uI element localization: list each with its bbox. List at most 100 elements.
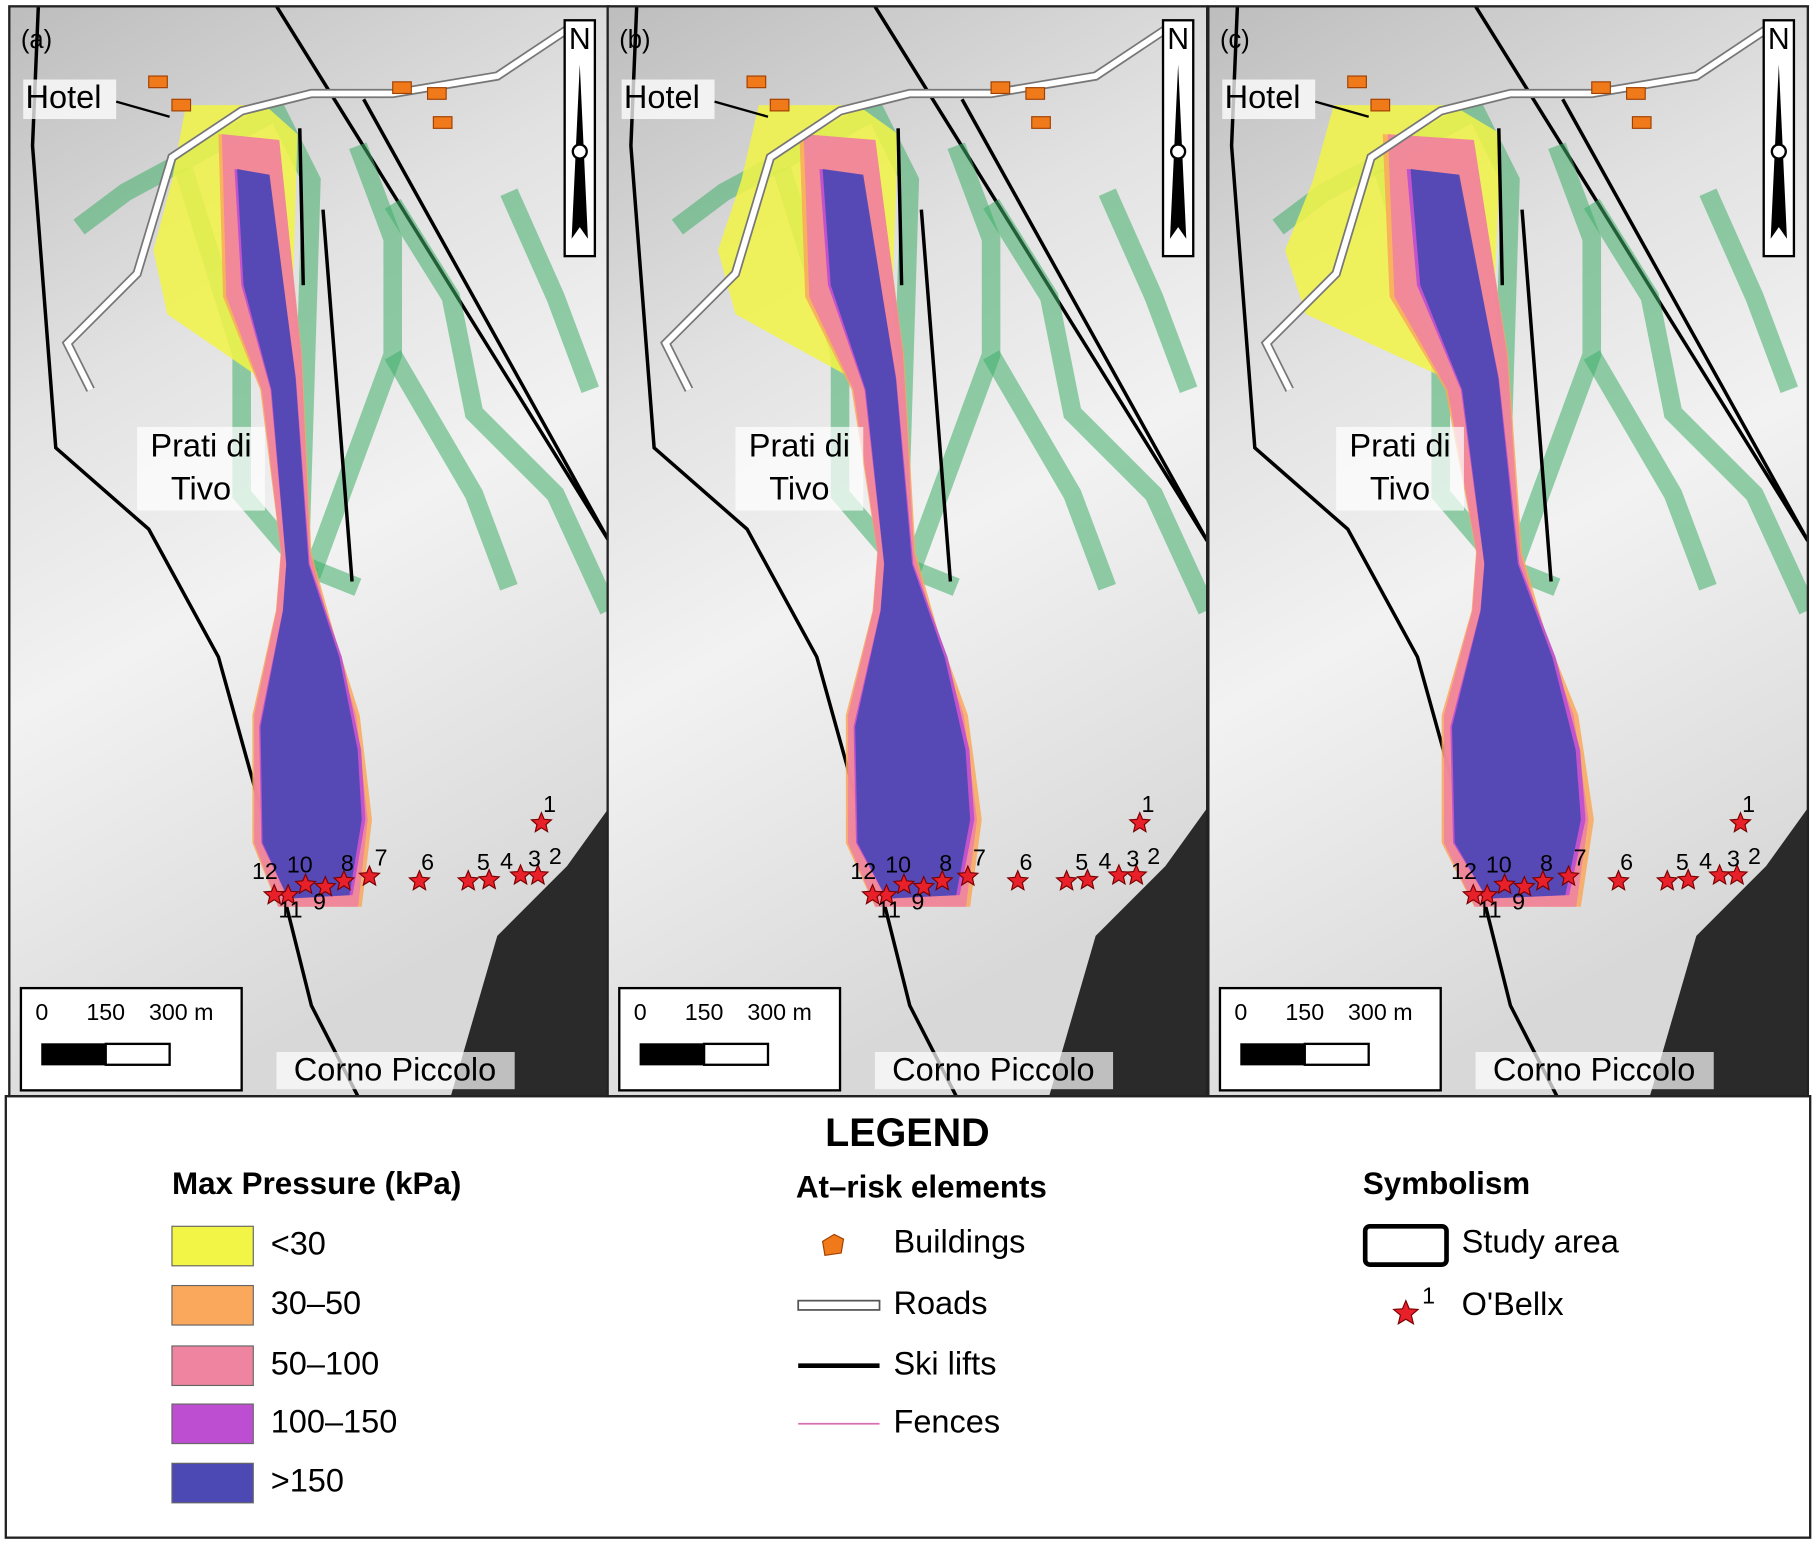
town-label: Prati di <box>1349 427 1450 463</box>
flow-zone <box>1410 168 1581 899</box>
flow-zone <box>237 168 362 899</box>
hotel-label: Hotel <box>26 79 102 115</box>
peak-text-bg <box>276 1052 515 1090</box>
ski-run <box>384 350 518 591</box>
obellx-id: 10 <box>1486 851 1512 877</box>
hotel-arrow <box>714 100 769 118</box>
pressure-swatch <box>171 1345 254 1387</box>
panel-label: (c) <box>1220 26 1250 54</box>
obellx-star <box>1493 872 1517 895</box>
town-text-bg <box>137 426 265 511</box>
hotel-label: Hotel <box>1225 79 1301 115</box>
obellx-id: 11 <box>278 897 302 923</box>
building <box>171 98 192 112</box>
scale-label: 300 m <box>1348 999 1413 1025</box>
obellx-star <box>332 869 356 891</box>
obellx-id: 3 <box>528 845 541 871</box>
panel-frame <box>1207 5 1810 1098</box>
hotel-text-bg <box>621 79 715 120</box>
building <box>769 98 790 112</box>
scale-label: 0 <box>35 999 48 1025</box>
building <box>432 116 453 129</box>
obellx-star <box>509 863 532 886</box>
town-text-bg <box>1336 426 1464 511</box>
pressure-label: 30–50 <box>271 1285 361 1321</box>
obellx-star <box>1461 883 1485 905</box>
building <box>990 81 1011 95</box>
building <box>148 75 168 89</box>
road <box>63 27 569 392</box>
town-text-bg <box>735 426 864 511</box>
obellx-id: 3 <box>1727 845 1740 871</box>
obellx-id: 11 <box>1477 897 1501 923</box>
at-risk-label: Fences <box>893 1403 1000 1439</box>
obellx-id: 1 <box>1742 791 1755 817</box>
obellx-id: 12 <box>1451 858 1477 884</box>
scale-bar <box>1303 1042 1370 1066</box>
pressure-swatch <box>171 1284 254 1326</box>
ski-run <box>983 350 1116 591</box>
building <box>1370 98 1391 112</box>
hotel-text-bg <box>1222 79 1316 120</box>
building <box>1031 116 1051 129</box>
obellx-id: 5 <box>477 849 490 875</box>
obellx-star-icon <box>1392 1299 1420 1325</box>
peak-text-bg <box>874 1052 1114 1090</box>
road <box>662 27 1167 392</box>
obellx-id: 6 <box>421 849 434 875</box>
town-label: Tivo <box>769 470 829 506</box>
peak-label: Corno Piccolo <box>1493 1051 1695 1087</box>
hotel-label: Hotel <box>624 79 700 115</box>
obellx-star <box>1055 869 1079 891</box>
obellx-star <box>530 811 553 833</box>
north-arrow-center <box>1770 143 1787 160</box>
obellx-id: 8 <box>939 850 952 876</box>
ski-run <box>302 142 403 579</box>
obellx-star <box>1006 869 1030 891</box>
obellx-id: 10 <box>287 851 313 877</box>
obellx-id: 4 <box>1699 848 1712 874</box>
obellx-star <box>262 883 286 905</box>
hotel-arrow <box>115 100 170 118</box>
ski-run <box>1098 188 1198 394</box>
pressure-label: >150 <box>271 1463 344 1499</box>
pressure-label: <30 <box>271 1226 326 1262</box>
building <box>1631 116 1652 129</box>
hotel-arrow <box>1314 100 1369 118</box>
at-risk-label: Ski lifts <box>893 1345 996 1381</box>
ski-run <box>384 198 609 615</box>
obellx-id: 5 <box>1676 849 1689 875</box>
pressure-title: Max Pressure (kPa) <box>172 1166 461 1201</box>
building-icon <box>821 1233 845 1256</box>
obellx-id: 8 <box>341 850 354 876</box>
study-area-icon <box>1362 1223 1449 1267</box>
rock <box>450 808 609 1097</box>
scale-label: 0 <box>634 999 647 1025</box>
at-risk-label: Roads <box>893 1285 987 1321</box>
rock <box>1049 808 1208 1097</box>
scale-label: 150 <box>86 999 125 1025</box>
obellx-star <box>892 872 916 895</box>
obellx-star <box>1655 869 1679 891</box>
at-risk-label: Buildings <box>893 1223 1025 1259</box>
building <box>1025 87 1046 100</box>
obellx-star <box>1607 869 1630 891</box>
obellx-star <box>477 868 501 890</box>
obellx-star <box>930 869 954 891</box>
obellx-star <box>1512 875 1536 897</box>
obellx-id: 2 <box>549 843 562 869</box>
obellx-id: 2 <box>1748 843 1761 869</box>
building <box>746 75 767 89</box>
north-label: N <box>1167 23 1189 56</box>
obellx-star <box>1531 869 1555 891</box>
ski-lift <box>298 98 609 582</box>
obellx-id: 1 <box>543 791 556 817</box>
obellx-star <box>1076 868 1099 890</box>
obellx-star <box>956 864 980 887</box>
scale-box <box>19 986 243 1092</box>
